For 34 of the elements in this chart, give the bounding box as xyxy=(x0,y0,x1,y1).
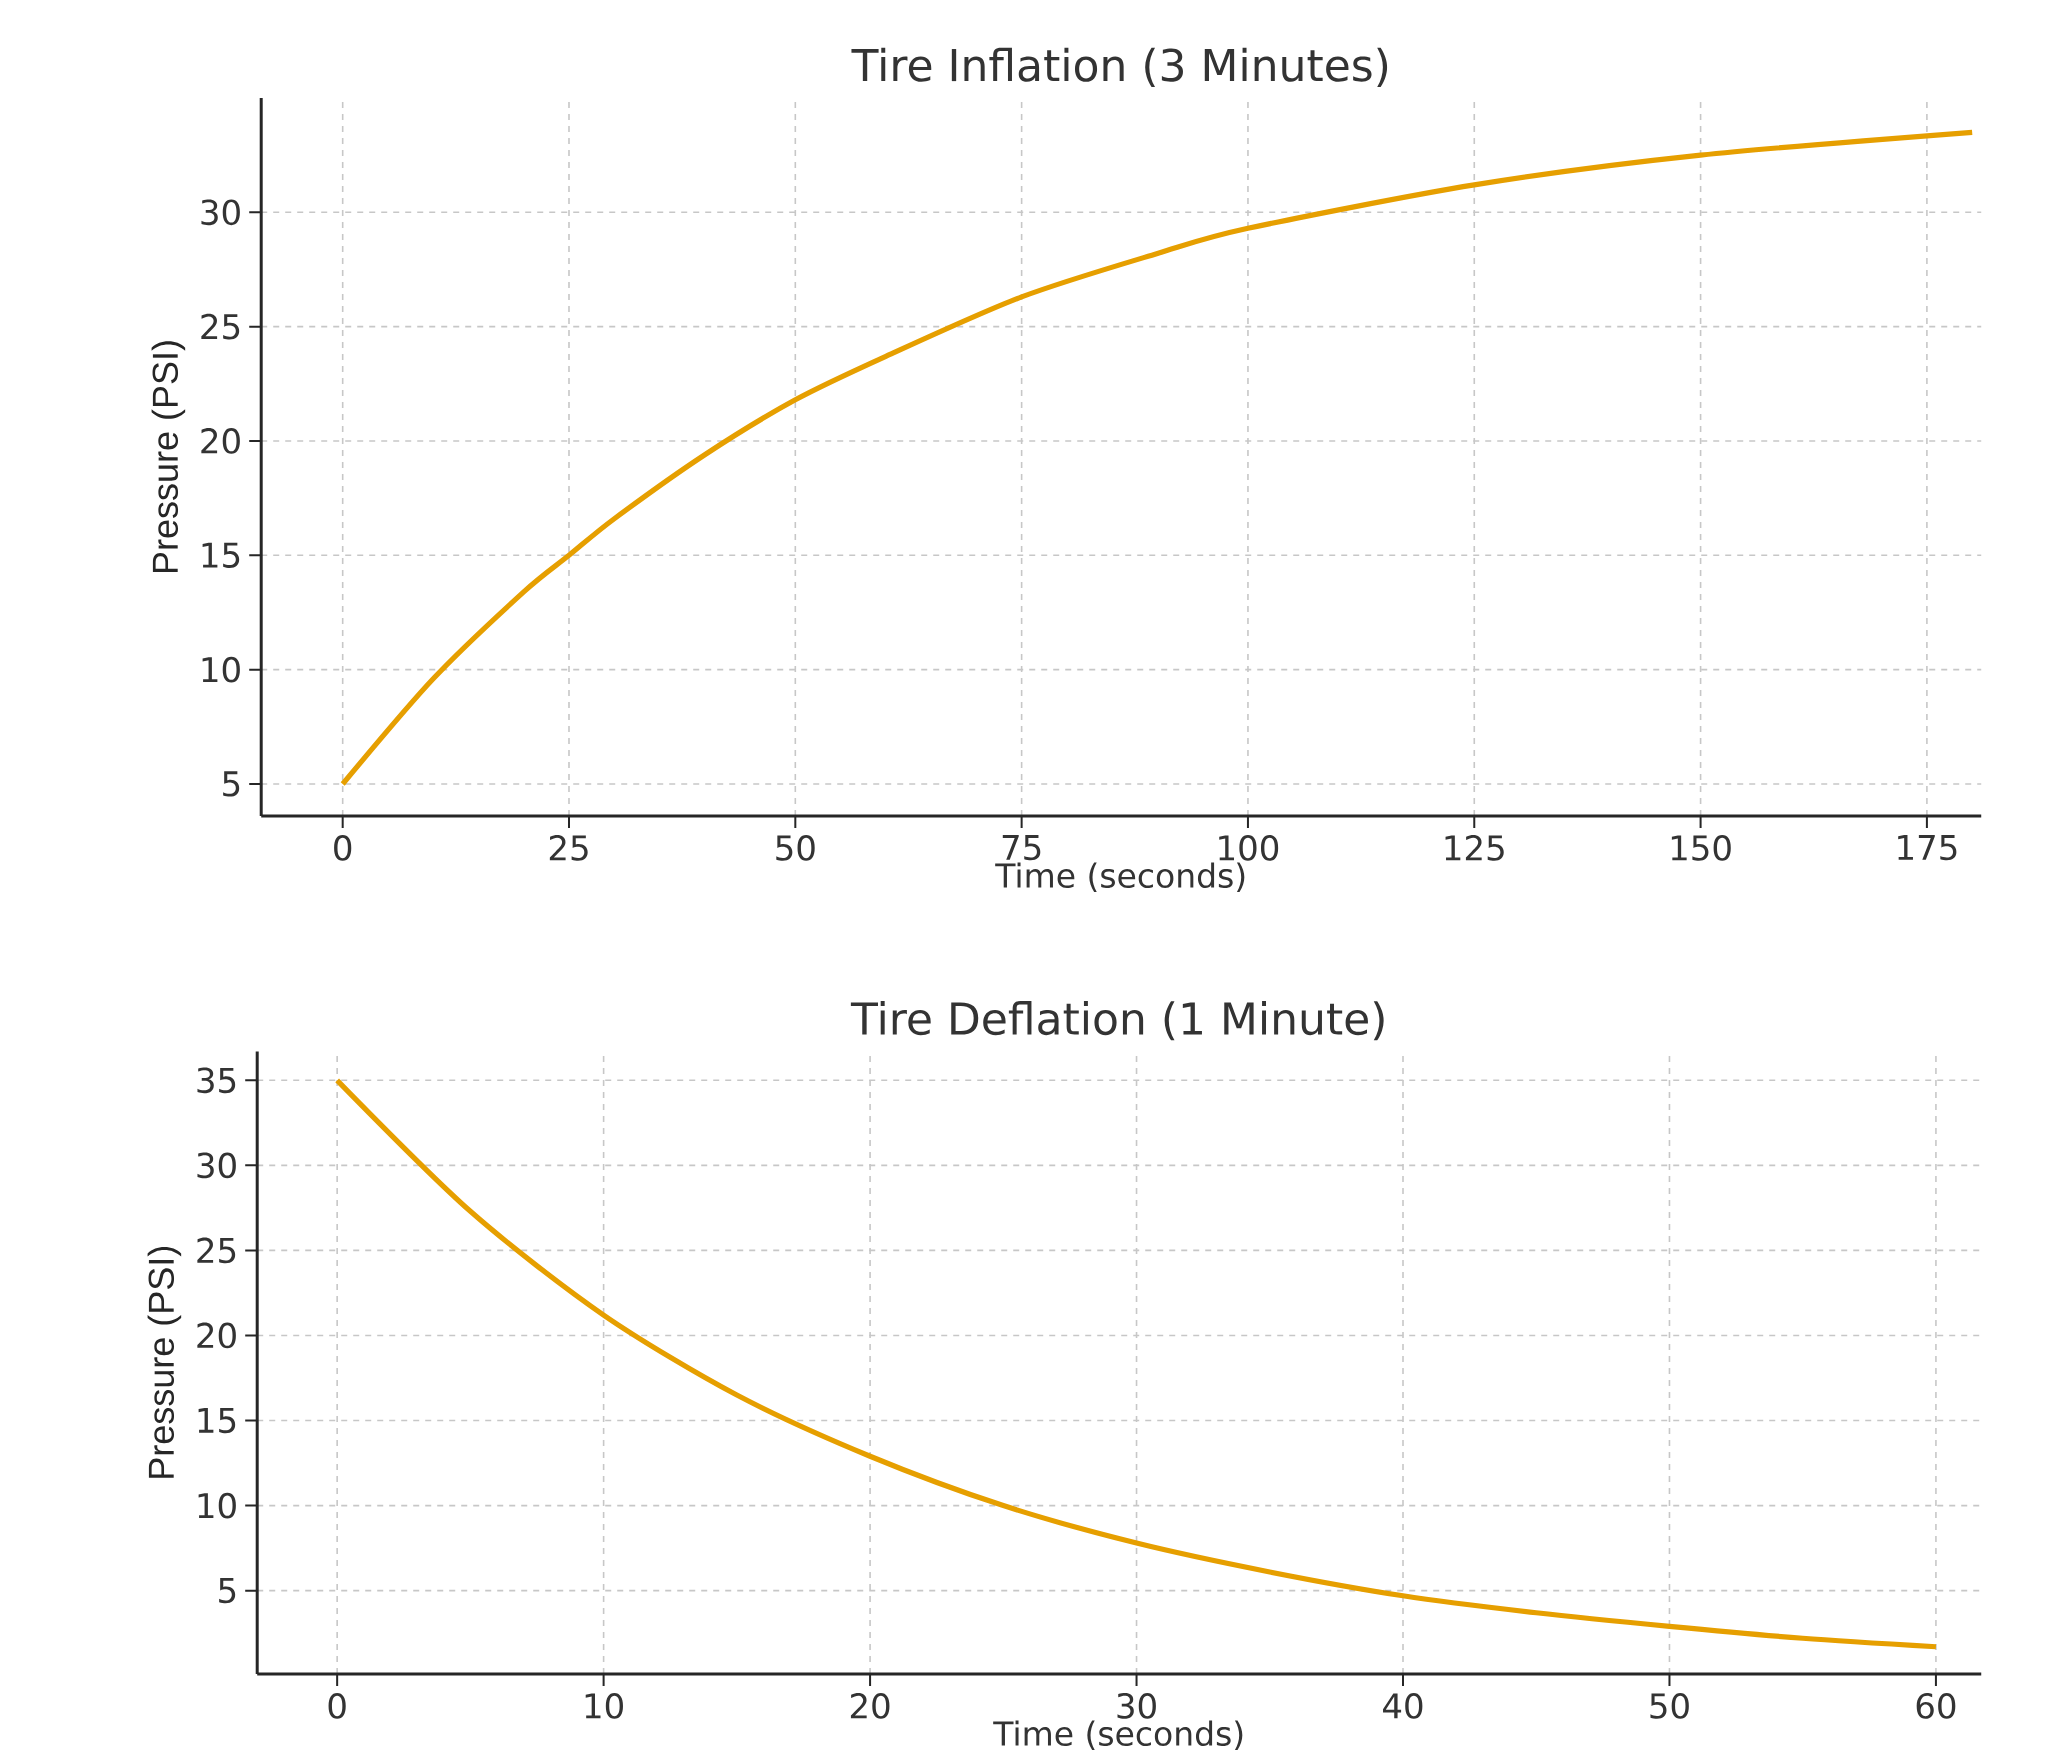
x-axis-title: Time (seconds) xyxy=(993,1720,1243,1750)
y-tick-label: 10 xyxy=(202,656,240,683)
x-tick-label: 0 xyxy=(334,835,352,861)
x-tick-label: 150 xyxy=(1671,835,1731,861)
x-tick-label: 50 xyxy=(1650,1693,1689,1719)
y-tick-label: 35 xyxy=(197,1067,236,1094)
y-tick-label: 20 xyxy=(201,428,240,454)
y-tick-label: 15 xyxy=(198,1407,236,1434)
y-axis-title: Pressure (PSI) xyxy=(151,341,186,573)
x-tick-label: 10 xyxy=(585,1693,623,1719)
y-tick-label: 25 xyxy=(201,313,240,340)
y-tick-label: 20 xyxy=(197,1322,236,1349)
x-tick-label: 20 xyxy=(850,1693,890,1719)
x-axis-title: Time (seconds) xyxy=(995,862,1245,892)
x-tick-label: 60 xyxy=(1916,1693,1956,1719)
x-tick-label: 40 xyxy=(1383,1693,1423,1719)
y-tick-label: 30 xyxy=(197,1152,236,1179)
x-tick-label: 100 xyxy=(1219,835,1279,861)
y-axis-title: Pressure (PSI) xyxy=(147,1246,182,1478)
y-tick-label: 25 xyxy=(197,1237,236,1264)
chart-title: Tire Inflation (3 Minutes) xyxy=(851,47,1388,87)
chart-title: Tire Deflation (1 Minute) xyxy=(850,1001,1384,1041)
y-tick-label: 30 xyxy=(201,199,240,226)
x-tick-label: 175 xyxy=(1898,835,1957,861)
y-tick-label: 5 xyxy=(223,771,240,797)
y-tick-label: 15 xyxy=(202,542,240,568)
x-tick-label: 125 xyxy=(1445,835,1504,861)
x-tick-label: 75 xyxy=(1002,835,1041,861)
x-tick-label: 0 xyxy=(328,1693,346,1719)
y-tick-label: 10 xyxy=(198,1492,236,1519)
x-tick-label: 30 xyxy=(1117,1693,1156,1719)
y-tick-label: 5 xyxy=(219,1578,236,1604)
x-tick-label: 25 xyxy=(549,835,588,861)
x-tick-label: 50 xyxy=(776,835,815,861)
